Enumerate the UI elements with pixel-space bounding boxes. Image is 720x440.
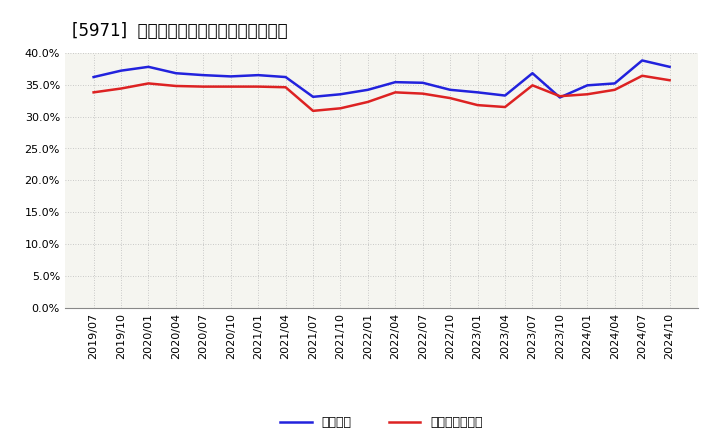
固定長期適合率 xyxy=(117,86,125,91)
固定比率 xyxy=(364,87,372,92)
固定長期適合率 xyxy=(199,84,207,89)
Line: 固定比率: 固定比率 xyxy=(94,60,670,97)
固定比率 xyxy=(336,92,345,97)
固定長期適合率 xyxy=(473,103,482,108)
固定長期適合率 xyxy=(171,83,180,88)
固定比率 xyxy=(638,58,647,63)
固定長期適合率 xyxy=(665,77,674,83)
固定長期適合率 xyxy=(391,90,400,95)
固定長期適合率 xyxy=(144,81,153,86)
固定長期適合率 xyxy=(309,108,318,114)
固定長期適合率 xyxy=(254,84,263,89)
固定比率 xyxy=(500,93,509,98)
固定比率 xyxy=(391,80,400,85)
固定比率 xyxy=(89,74,98,80)
固定長期適合率 xyxy=(364,99,372,105)
Legend: 固定比率, 固定長期適合率: 固定比率, 固定長期適合率 xyxy=(275,411,488,434)
固定比率 xyxy=(226,74,235,79)
固定比率 xyxy=(583,83,592,88)
固定長期適合率 xyxy=(89,90,98,95)
Text: [5971]  固定比率、固定長期適合率の推移: [5971] 固定比率、固定長期適合率の推移 xyxy=(72,22,287,40)
固定長期適合率 xyxy=(583,92,592,97)
Line: 固定長期適合率: 固定長期適合率 xyxy=(94,76,670,111)
固定比率 xyxy=(528,70,537,76)
固定比率 xyxy=(254,73,263,78)
固定比率 xyxy=(446,87,454,92)
固定比率 xyxy=(309,94,318,99)
固定長期適合率 xyxy=(638,73,647,78)
固定長期適合率 xyxy=(556,94,564,99)
固定長期適合率 xyxy=(528,83,537,88)
固定比率 xyxy=(611,81,619,86)
固定比率 xyxy=(665,64,674,70)
固定比率 xyxy=(556,95,564,100)
固定比率 xyxy=(199,73,207,78)
固定比率 xyxy=(144,64,153,70)
固定長期適合率 xyxy=(282,84,290,90)
固定比率 xyxy=(117,68,125,73)
固定長期適合率 xyxy=(446,95,454,101)
固定長期適合率 xyxy=(336,106,345,111)
固定比率 xyxy=(282,74,290,80)
固定長期適合率 xyxy=(611,87,619,92)
固定長期適合率 xyxy=(418,91,427,96)
固定長期適合率 xyxy=(500,104,509,110)
固定長期適合率 xyxy=(226,84,235,89)
固定比率 xyxy=(418,80,427,85)
固定比率 xyxy=(473,90,482,95)
固定比率 xyxy=(171,70,180,76)
